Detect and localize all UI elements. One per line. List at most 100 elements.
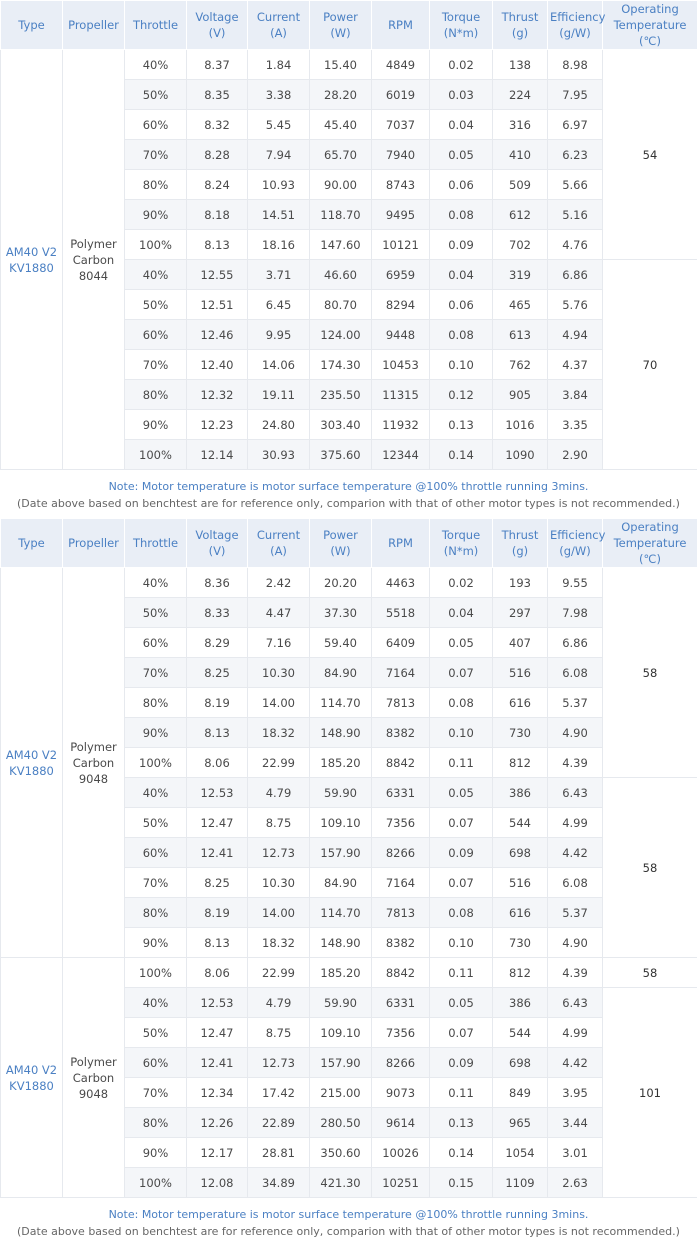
rpm-cell: 4463 [372, 568, 430, 598]
efficiency-cell: 6.97 [548, 110, 603, 140]
efficiency-cell: 5.66 [548, 170, 603, 200]
thrust-cell: 386 [493, 778, 548, 808]
efficiency-cell: 6.08 [548, 868, 603, 898]
thrust-cell: 138 [493, 50, 548, 80]
rpm-cell: 8294 [372, 290, 430, 320]
current-cell: 34.89 [248, 1168, 310, 1198]
power-cell: 148.90 [310, 928, 372, 958]
thrust-cell: 812 [493, 748, 548, 778]
header-throttle: Throttle [125, 1, 187, 50]
throttle-cell: 90% [125, 928, 187, 958]
throttle-cell: 60% [125, 1048, 187, 1078]
efficiency-cell: 4.99 [548, 808, 603, 838]
thrust-cell: 1090 [493, 440, 548, 470]
header-type: Type [1, 519, 63, 568]
propeller-cell: Polymer Carbon 9048 [63, 958, 125, 1198]
rpm-cell: 8382 [372, 928, 430, 958]
voltage-cell: 8.25 [187, 658, 248, 688]
efficiency-cell: 3.01 [548, 1138, 603, 1168]
efficiency-cell: 5.37 [548, 688, 603, 718]
rpm-cell: 8743 [372, 170, 430, 200]
thrust-cell: 698 [493, 838, 548, 868]
throttle-cell: 60% [125, 628, 187, 658]
throttle-cell: 40% [125, 50, 187, 80]
rpm-cell: 11315 [372, 380, 430, 410]
torque-cell: 0.02 [430, 568, 493, 598]
rpm-cell: 7940 [372, 140, 430, 170]
rpm-cell: 7164 [372, 658, 430, 688]
torque-cell: 0.09 [430, 230, 493, 260]
throttle-cell: 100% [125, 230, 187, 260]
throttle-cell: 90% [125, 200, 187, 230]
voltage-cell: 8.33 [187, 598, 248, 628]
power-cell: 59.40 [310, 628, 372, 658]
note-line-1: Note: Motor temperature is motor surface… [0, 478, 697, 495]
power-cell: 114.70 [310, 688, 372, 718]
thrust-cell: 730 [493, 718, 548, 748]
rpm-cell: 9073 [372, 1078, 430, 1108]
propeller-cell: Polymer Carbon 9048 [63, 568, 125, 958]
header-operating-temperature: Operating Temperature (℃) [603, 519, 697, 568]
power-cell: 46.60 [310, 260, 372, 290]
torque-cell: 0.12 [430, 380, 493, 410]
voltage-cell: 12.08 [187, 1168, 248, 1198]
torque-cell: 0.06 [430, 290, 493, 320]
thrust-cell: 812 [493, 958, 548, 988]
efficiency-cell: 3.44 [548, 1108, 603, 1138]
rpm-cell: 9495 [372, 200, 430, 230]
efficiency-cell: 4.90 [548, 718, 603, 748]
voltage-cell: 12.32 [187, 380, 248, 410]
header-torque: Torque (N*m) [430, 519, 493, 568]
throttle-cell: 100% [125, 958, 187, 988]
voltage-cell: 12.34 [187, 1078, 248, 1108]
torque-cell: 0.06 [430, 170, 493, 200]
motor-type-cell: AM40 V2 KV1880 [1, 568, 63, 958]
voltage-cell: 12.47 [187, 808, 248, 838]
voltage-cell: 12.23 [187, 410, 248, 440]
efficiency-cell: 2.63 [548, 1168, 603, 1198]
voltage-cell: 8.13 [187, 718, 248, 748]
rpm-cell: 10251 [372, 1168, 430, 1198]
thrust-cell: 698 [493, 1048, 548, 1078]
rpm-cell: 7037 [372, 110, 430, 140]
current-cell: 18.16 [248, 230, 310, 260]
voltage-cell: 12.46 [187, 320, 248, 350]
rpm-cell: 7813 [372, 898, 430, 928]
throttle-cell: 60% [125, 110, 187, 140]
torque-cell: 0.04 [430, 110, 493, 140]
thrust-cell: 702 [493, 230, 548, 260]
current-cell: 10.30 [248, 868, 310, 898]
torque-cell: 0.13 [430, 1108, 493, 1138]
efficiency-cell: 5.76 [548, 290, 603, 320]
thrust-cell: 407 [493, 628, 548, 658]
power-cell: 148.90 [310, 718, 372, 748]
rpm-cell: 5518 [372, 598, 430, 628]
voltage-cell: 8.18 [187, 200, 248, 230]
thrust-cell: 316 [493, 110, 548, 140]
current-cell: 14.06 [248, 350, 310, 380]
power-cell: 15.40 [310, 50, 372, 80]
voltage-cell: 12.14 [187, 440, 248, 470]
operating-temperature-cell: 58 [603, 958, 697, 988]
header-efficiency: Efficiency (g/W) [548, 519, 603, 568]
header-torque: Torque (N*m) [430, 1, 493, 50]
current-cell: 5.45 [248, 110, 310, 140]
voltage-cell: 12.41 [187, 838, 248, 868]
propeller-cell: Polymer Carbon 8044 [63, 50, 125, 470]
power-cell: 84.90 [310, 868, 372, 898]
efficiency-cell: 6.86 [548, 628, 603, 658]
throttle-cell: 90% [125, 1138, 187, 1168]
rpm-cell: 10453 [372, 350, 430, 380]
current-cell: 30.93 [248, 440, 310, 470]
power-cell: 375.60 [310, 440, 372, 470]
throttle-cell: 80% [125, 1108, 187, 1138]
efficiency-cell: 5.16 [548, 200, 603, 230]
torque-cell: 0.09 [430, 1048, 493, 1078]
thrust-cell: 224 [493, 80, 548, 110]
thrust-cell: 1016 [493, 410, 548, 440]
thrust-cell: 544 [493, 808, 548, 838]
torque-cell: 0.08 [430, 320, 493, 350]
current-cell: 6.45 [248, 290, 310, 320]
thrust-cell: 465 [493, 290, 548, 320]
